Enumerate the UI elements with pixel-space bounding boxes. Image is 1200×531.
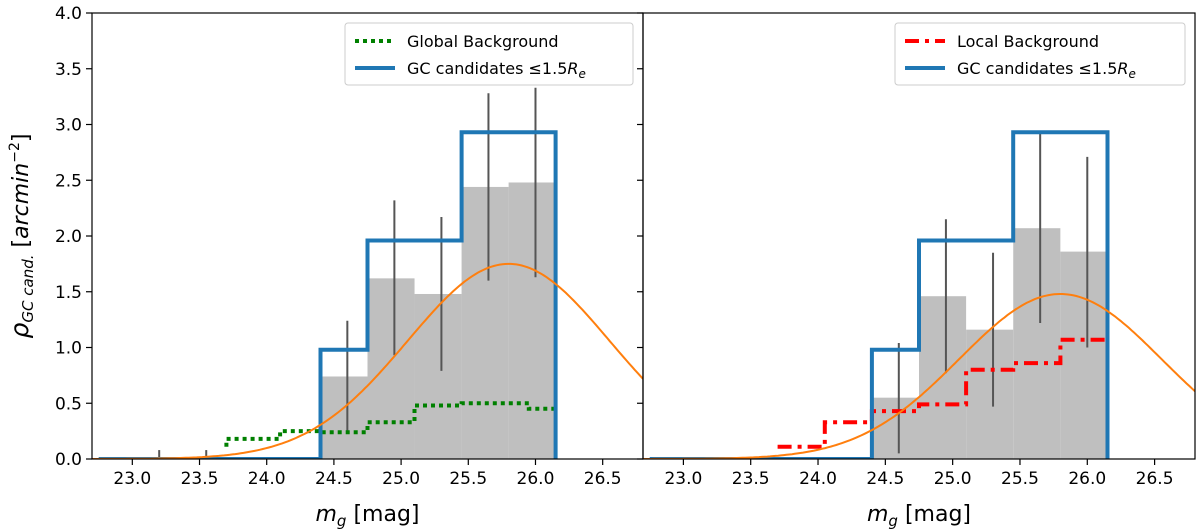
y-tick-label: 3.5 (55, 60, 82, 80)
gaussian-fit-curve (643, 293, 1195, 459)
gray-bar (1060, 251, 1108, 459)
gray-bar (320, 376, 368, 459)
gray-bar (414, 293, 462, 459)
x-tick-label: 25.5 (449, 469, 487, 489)
gray-bar (367, 278, 415, 459)
y-tick-label: 4.0 (55, 4, 82, 24)
x-tick-label: 23.5 (181, 469, 219, 489)
gray-bar (461, 186, 509, 459)
gaussian-fit-curve (92, 262, 643, 459)
legend-background-label: Global Background (407, 32, 559, 51)
legend-background-label: Local Background (957, 32, 1099, 51)
x-tick-label: 24.0 (248, 469, 286, 489)
x-tick-label: 26.0 (517, 469, 555, 489)
x-tick-label: 26.5 (584, 469, 622, 489)
x-tick-label: 23.0 (113, 469, 151, 489)
x-tick-label: 24.5 (315, 469, 353, 489)
gray-bar (508, 182, 556, 459)
background-line (224, 401, 556, 447)
y-tick-label: 0.5 (55, 394, 82, 414)
legend: Global Background GC candidates ≤1.5Re (344, 22, 634, 86)
x-tick-label: 25.0 (382, 469, 420, 489)
plot-area (92, 87, 643, 459)
legend: Local Background GC candidates ≤1.5Re (894, 22, 1186, 86)
x-tick-label: 26.0 (1068, 469, 1106, 489)
panel-right: 23.0 23.5 24.0 24.5 25.0 25.5 26.0 26.5 mg [mag]… (637, 12, 1196, 530)
x-tick-label: 23.5 (732, 469, 770, 489)
legend-box (344, 22, 634, 86)
x-tick-label: 23.0 (664, 469, 702, 489)
legend-gc-label: GC candidates ≤1.5Re (957, 59, 1136, 81)
y-tick-label: 2.5 (55, 171, 82, 191)
gc-candidates-line (649, 130, 1110, 459)
y-tick-label: 2.0 (55, 227, 82, 247)
legend-gc-label: GC candidates ≤1.5Re (407, 59, 586, 81)
x-tick-label: 25.5 (1001, 469, 1039, 489)
gray-bar (966, 329, 1014, 459)
plot-area (643, 130, 1195, 459)
x-tick-label: 24.0 (799, 469, 837, 489)
x-axis-label: mg [mag] (867, 502, 971, 530)
x-tick-label: 25.0 (934, 469, 972, 489)
y-axis-label: ρGC cand. [arcmin−2] (5, 134, 37, 339)
gc-candidates-line (98, 130, 558, 459)
x-tick-label: 26.5 (1136, 469, 1174, 489)
x-axis-label: mg [mag] (315, 502, 419, 530)
gray-bar (871, 397, 919, 459)
gray-bar (919, 296, 967, 459)
legend-box (894, 22, 1186, 86)
y-tick-label: 3.0 (55, 116, 82, 136)
y-tick-label: 0.0 (55, 450, 82, 470)
panel-left: 23.0 23.5 24.0 24.5 25.0 25.5 26.0 26.5 0.0 0.5 1.… (5, 4, 644, 530)
gray-bar (1013, 228, 1061, 459)
x-tick-label: 24.5 (866, 469, 904, 489)
y-tick-label: 1.5 (55, 283, 82, 303)
y-tick-label: 1.0 (55, 339, 82, 359)
